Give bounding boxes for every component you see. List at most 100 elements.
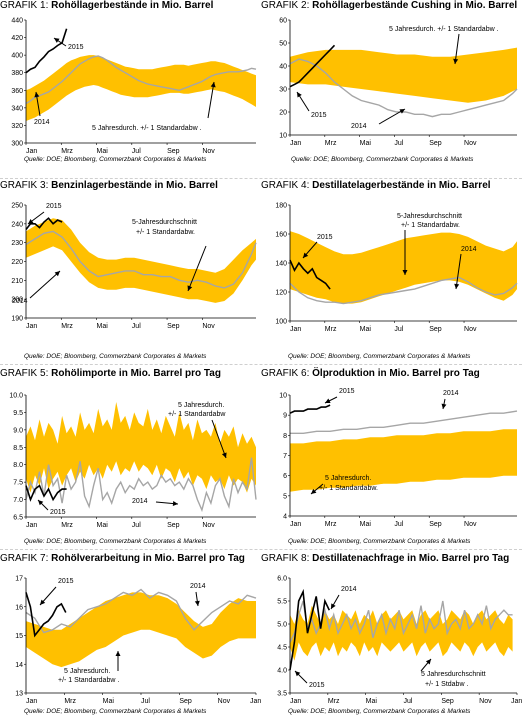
- chart-title: GRAFIK 7: Rohölverarbeitung in Mio. Barr…: [0, 553, 245, 564]
- arrow-head: [453, 58, 459, 64]
- y-tick-label: 210: [11, 278, 23, 285]
- chart-title: GRAFIK 6: Ölproduktion in Mio. Barrel pr…: [261, 368, 480, 379]
- annotation-label: 2015: [46, 203, 62, 210]
- series-line-2015: [289, 588, 331, 671]
- x-tick-label: Jul: [132, 148, 141, 155]
- arrow-head: [210, 82, 216, 88]
- y-tick-label: 9.5: [13, 410, 23, 417]
- chart-plot: 13 14 15 16 17 Jan Mrz Mai Jul Sep Nov Jan 2015 2014 5…: [15, 576, 261, 706]
- arrow-head: [402, 270, 408, 275]
- x-tick-label: Jan: [290, 698, 301, 705]
- y-tick-label: 200: [11, 297, 23, 304]
- chart-source: Quelle: DOE; Bloomberg, Commerzbank Corp…: [24, 708, 207, 715]
- chart-title: GRAFIK 5: Rohölimporte in Mio. Barrel pr…: [0, 368, 221, 379]
- chart-title: GRAFIK 2: Rohöllagerbestände Cushing in …: [261, 0, 518, 11]
- chart-panel-5: GRAFIK 5: Rohölimporte in Mio. Barrel pr…: [0, 368, 261, 548]
- series-line-2014: [290, 410, 518, 434]
- series-line-2014: [25, 230, 257, 289]
- annotation-label: 5 Jahresdurch.: [325, 475, 371, 482]
- arrow-head: [441, 403, 447, 409]
- y-tick-label: 16: [15, 604, 23, 611]
- chart-panel-1: GRAFIK 1: Rohöllagerbestände in Mio. Bar…: [0, 0, 261, 176]
- annotation-label: 2015: [317, 234, 333, 241]
- chart-panel-4: GRAFIK 4: Destillatelagerbestände in Mio…: [261, 180, 522, 370]
- y-tick-label: 10.0: [9, 393, 23, 400]
- chart-source: Quelle: DOE; Bloomberg, Commerzbank Corp…: [24, 353, 207, 360]
- chart-plot: 6.5 7.0 7.5 8.0 8.5 9.0 9.5 10.0 Jan Mrz Mai Jul Sep…: [9, 393, 257, 529]
- y-tick-label: 50: [279, 41, 287, 48]
- chart-panel-3: GRAFIK 3: Benzinlagerbestände in Mio. Ba…: [0, 180, 261, 370]
- x-tick-label: Jan: [290, 140, 301, 147]
- x-tick-label: Nov: [464, 140, 477, 147]
- y-tick-label: 6.5: [13, 515, 23, 522]
- x-tick-label: Jan: [290, 521, 301, 528]
- arrow-head: [187, 285, 193, 291]
- x-tick-label: Sep: [429, 326, 442, 333]
- x-tick-label: Jul: [394, 140, 403, 147]
- y-tick-label: 8.5: [13, 445, 23, 452]
- arrow-head: [331, 603, 336, 609]
- series-line-2014: [289, 58, 518, 118]
- y-tick-label: 10: [279, 393, 287, 400]
- series-line-2014: [289, 600, 513, 643]
- annotation-arrow: [29, 270, 61, 299]
- y-tick-label: 230: [11, 240, 23, 247]
- y-tick-label: 120: [275, 290, 287, 297]
- x-tick-label: Mai: [360, 326, 372, 333]
- y-tick-label: 240: [11, 221, 23, 228]
- annotation-label: +/- 1 Standardabw.: [319, 485, 378, 492]
- band-area: [26, 218, 256, 303]
- x-tick-label: Mai: [97, 522, 109, 529]
- annotation-label: 5-Jahresdurchschnitt: [132, 219, 197, 226]
- arrow-head: [454, 283, 460, 289]
- arrow-head: [399, 109, 405, 114]
- chart-source: Quelle: DOE; Bloomberg, Commerzbank Corp…: [24, 156, 207, 163]
- chart-source: Quelle: DOE; Bloomberg, Commerzbank Corp…: [24, 538, 207, 545]
- annotation-arrow: [187, 245, 207, 292]
- series-line-2014: [289, 276, 518, 305]
- band-area: [290, 47, 517, 103]
- y-tick-label: 9.0: [13, 427, 23, 434]
- annotation-label: 2015: [309, 682, 325, 689]
- annotation-label: 5 Jahresdurch.: [178, 402, 224, 409]
- y-tick-label: 10: [279, 133, 287, 140]
- chart-plot: 10 20 30 40 50 60 Jan Mrz Mai Jul Sep Nov 5 Jahresdu…: [279, 18, 518, 147]
- arrow-head: [425, 659, 431, 665]
- annotation-label: 2014: [132, 498, 148, 505]
- y-tick-label: 360: [11, 88, 23, 95]
- x-tick-label: Jan: [26, 323, 37, 330]
- x-tick-label: Nov: [464, 521, 477, 528]
- annotation-label: 2015: [50, 509, 66, 516]
- y-tick-label: 13: [15, 691, 23, 698]
- annotation-label: 2015: [68, 44, 84, 51]
- arrow-head: [303, 252, 309, 258]
- chart-title: GRAFIK 4: Destillatelagerbestände in Mio…: [261, 180, 491, 191]
- annotation-label: 2015: [339, 388, 355, 395]
- annotation-arrow: [378, 108, 406, 125]
- x-tick-label: Nov: [202, 522, 215, 529]
- x-tick-label: Mrz: [64, 698, 76, 705]
- arrow-head: [115, 651, 121, 656]
- x-tick-label: Jul: [141, 698, 150, 705]
- y-tick-label: 7.5: [13, 480, 23, 487]
- series-line-2015: [25, 592, 67, 638]
- annotation-label: +/- 1 Stdabw .: [425, 681, 468, 688]
- annotation-label: 2014: [443, 390, 459, 397]
- chart-panel-7: GRAFIK 7: Rohölverarbeitung in Mio. Barr…: [0, 553, 261, 718]
- band-area: [290, 231, 517, 304]
- y-tick-label: 6: [283, 473, 287, 480]
- y-tick-label: 100: [275, 319, 287, 326]
- arrow-head: [325, 398, 331, 403]
- y-tick-label: 8: [283, 433, 287, 440]
- x-tick-label: Mai: [97, 323, 109, 330]
- y-tick-label: 5.0: [277, 622, 287, 629]
- x-tick-label: Sep: [429, 140, 442, 147]
- arrow-head: [54, 271, 60, 277]
- chart-plot: 190 200 210 220 230 240 250 Jan Mrz Mai Jul Sep Nov 2…: [11, 203, 257, 330]
- arrow-head: [172, 501, 178, 507]
- arrow-head: [221, 452, 227, 458]
- y-tick-label: 4.0: [277, 668, 287, 675]
- y-tick-label: 9: [283, 413, 287, 420]
- annotation-arrow: [455, 253, 462, 290]
- x-tick-label: Nov: [202, 323, 215, 330]
